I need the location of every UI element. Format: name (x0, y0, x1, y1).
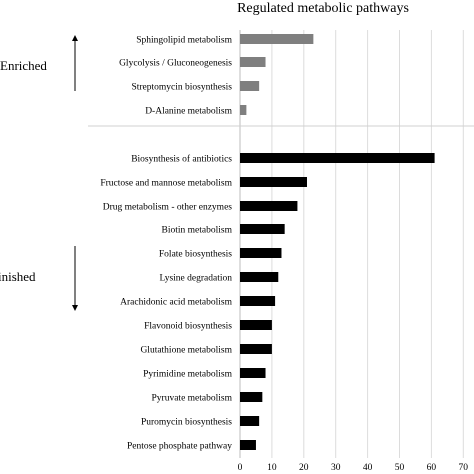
group-labels: Enriched inished (0, 35, 78, 311)
x-tick-label: 50 (395, 463, 405, 473)
x-tick-label: 0 (238, 463, 243, 473)
category-label: Lysine degradation (159, 274, 232, 284)
gridlines (239, 30, 464, 458)
x-tick-label: 10 (267, 463, 277, 473)
bar (240, 177, 307, 187)
x-tick-label: 30 (331, 463, 341, 473)
bar (240, 344, 272, 354)
bar (240, 296, 276, 306)
arrow-down-icon (72, 305, 78, 311)
category-label: Streptomycin biosynthesis (131, 83, 232, 93)
x-tick-label: 20 (299, 463, 309, 473)
bar (240, 416, 260, 426)
category-label: Puromycin biosynthesis (141, 418, 232, 428)
category-labels: Sphingolipid metabolism Glycolysis / Gluc… (100, 36, 232, 452)
bar (240, 368, 266, 378)
bar (240, 224, 285, 234)
x-tick-labels: 0 10 20 30 40 50 60 70 (238, 463, 469, 473)
category-label: Arachidonic acid metabolism (120, 298, 232, 308)
bar (240, 57, 266, 67)
bars (240, 34, 435, 450)
bar (240, 248, 282, 258)
bar (240, 153, 435, 163)
category-label: Flavonoid biosynthesis (144, 322, 232, 332)
x-tick-label: 60 (427, 463, 437, 473)
arrow-up-icon (72, 35, 78, 41)
bar (240, 272, 279, 282)
category-label: Sphingolipid metabolism (136, 36, 232, 46)
category-label: Biosynthesis of antibiotics (131, 154, 232, 165)
category-label: Folate biosynthesis (159, 250, 232, 260)
category-label: Glutathione metabolism (140, 346, 232, 356)
bar (240, 81, 260, 91)
chart-title: Regulated metabolic pathways (237, 1, 409, 16)
bar (240, 320, 272, 330)
category-label: Drug metabolism - other enzymes (103, 203, 233, 213)
bar (240, 440, 256, 450)
group-label: Enriched (0, 58, 47, 73)
x-tick-label: 70 (459, 463, 469, 473)
x-tick-label: 40 (363, 463, 373, 473)
category-label: Pyruvate metabolism (152, 394, 233, 404)
category-label: Glycolysis / Gluconeogenesis (119, 59, 232, 69)
bar (240, 105, 247, 115)
category-label: Pentose phosphate pathway (127, 442, 232, 452)
bar (240, 392, 263, 402)
category-label: Pyrimidine metabolism (143, 370, 233, 380)
bar (240, 201, 298, 211)
category-label: Fructose and mannose metabolism (100, 179, 232, 189)
group-label: inished (0, 269, 36, 284)
bar (240, 34, 314, 44)
category-label: D-Alanine metabolism (145, 107, 232, 117)
category-label: Biotin metabolism (162, 226, 233, 236)
